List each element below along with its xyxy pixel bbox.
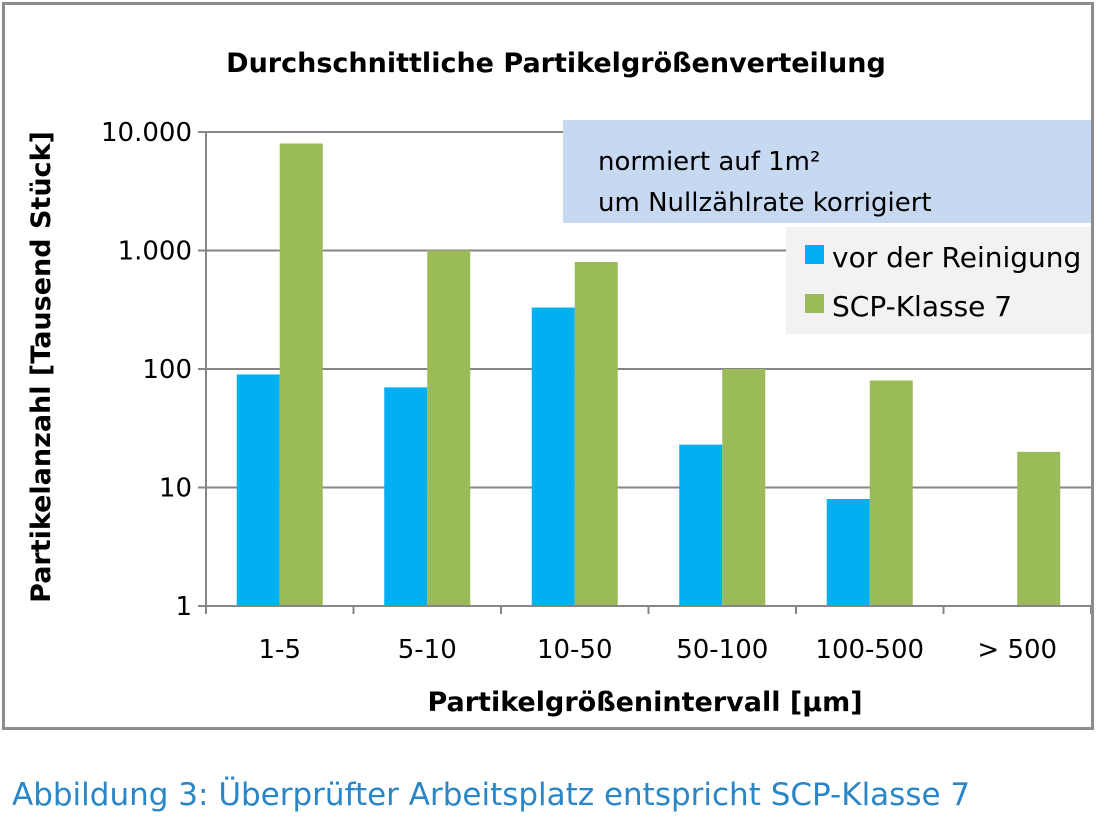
annotation-background [563, 120, 1091, 223]
bar-vor-der-reinigung [826, 498, 870, 606]
axes [198, 131, 1091, 614]
bar-scp-klasse-7 [869, 380, 913, 606]
x-axis-title: Partikelgrößenintervall [µm] [427, 687, 862, 718]
annotation-box: normiert auf 1m² um Nullzählrate korrigi… [563, 120, 1091, 223]
figure-caption: Abbildung 3: Überprüfter Arbeitsplatz en… [12, 777, 971, 813]
chart-frame: Durchschnittliche Partikelgrößenverteilu… [2, 2, 1094, 730]
bar-scp-klasse-7 [574, 261, 618, 606]
bar-vor-der-reinigung [384, 387, 428, 606]
y-tick-label: 10 [159, 474, 192, 504]
bar-vor-der-reinigung [531, 307, 575, 606]
x-tick-label: > 500 [977, 635, 1057, 665]
y-tick-label: 100 [142, 355, 192, 385]
legend-swatch-scp-klasse-7 [805, 294, 824, 313]
x-tick-label: 50-100 [676, 635, 768, 665]
bars [236, 143, 1061, 607]
annotation-line-1: normiert auf 1m² [598, 147, 820, 177]
x-tick-label: 100-500 [815, 635, 924, 665]
x-tick-label: 1-5 [259, 635, 301, 665]
bar-scp-klasse-7 [279, 143, 323, 607]
legend-swatch-vor-der-reinigung [805, 245, 824, 264]
chart: Durchschnittliche Partikelgrößenverteilu… [26, 48, 1091, 718]
x-tick-label: 10-50 [537, 635, 613, 665]
bar-scp-klasse-7 [427, 250, 471, 606]
bar-scp-klasse-7 [1017, 451, 1061, 606]
y-tick-label: 1.000 [118, 237, 192, 267]
legend: vor der Reinigung SCP-Klasse 7 [786, 227, 1091, 334]
bar-vor-der-reinigung [236, 374, 280, 606]
x-tick-label: 5-10 [398, 635, 457, 665]
annotation-line-2: um Nullzählrate korrigiert [598, 188, 932, 218]
y-tick-label: 10.000 [101, 118, 192, 148]
y-tick-labels: 1 10 100 1.000 10.000 [101, 118, 192, 622]
legend-background [786, 227, 1091, 334]
legend-label-vor-der-reinigung: vor der Reinigung [832, 241, 1081, 274]
bar-vor-der-reinigung [679, 444, 723, 606]
y-axis-title: Partikelanzahl [Tausend Stück] [26, 131, 57, 603]
x-tick-labels: 1-5 5-10 10-50 50-100 100-500 > 500 [259, 635, 1058, 665]
legend-label-scp-klasse-7: SCP-Klasse 7 [832, 290, 1012, 323]
chart-title: Durchschnittliche Partikelgrößenverteilu… [226, 48, 886, 79]
bar-scp-klasse-7 [722, 369, 766, 606]
y-tick-label: 1 [175, 592, 192, 622]
